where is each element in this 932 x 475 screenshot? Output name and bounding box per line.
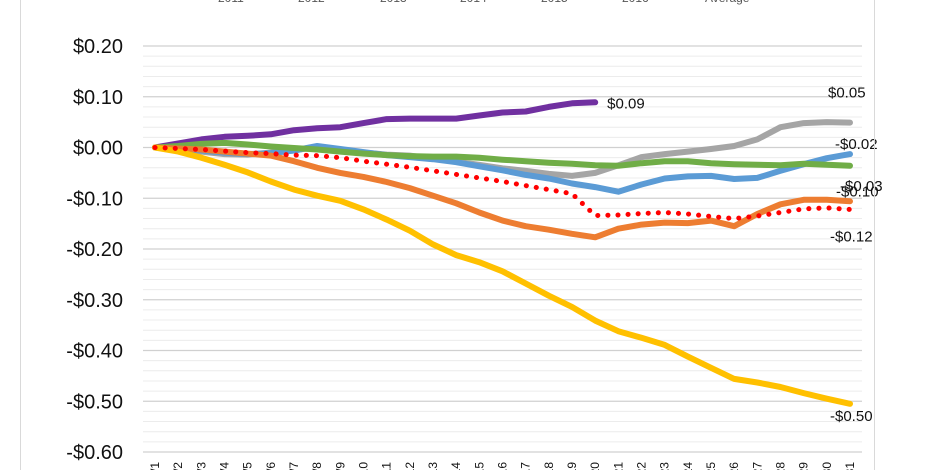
series-lines (152, 99, 853, 407)
x-tick-label: 1/12 (403, 462, 417, 470)
legend: 2011 2012 2013 2014 2015 2016 Average (218, 0, 750, 5)
x-tick-label: 1/9 (333, 462, 347, 470)
x-tick-label: 1/23 (658, 462, 672, 470)
right-border (874, 0, 875, 470)
x-tick-label: 1/19 (565, 462, 579, 470)
y-tick-label: -$0.50 (66, 391, 123, 413)
x-tick-label: 1/22 (635, 462, 649, 470)
y-tick-label: $0.00 (73, 138, 123, 160)
x-tick-label: 1/24 (681, 462, 695, 470)
x-tick-label: 1/18 (542, 462, 556, 470)
end-data-label: $0.05 (828, 85, 866, 102)
x-tick-label: 1/26 (727, 462, 741, 470)
x-tick-label: 1/14 (449, 462, 463, 470)
x-tick-label: 1/16 (496, 462, 510, 470)
legend-entry: 2012 (298, 0, 325, 5)
x-tick-label: 1/7 (287, 462, 301, 470)
x-tick-label: 1/10 (357, 462, 371, 470)
end-data-label: $0.09 (607, 95, 645, 112)
series-line-5 (152, 144, 853, 407)
x-tick-label: 1/11 (380, 462, 394, 470)
x-tick-label: 1/30 (820, 462, 834, 470)
gridlines (143, 45, 862, 453)
series-line-0 (152, 99, 599, 151)
legend-entry: 2013 (380, 0, 407, 5)
x-tick-label: 1/31 (843, 462, 857, 470)
legend-entry: 2016 (622, 0, 649, 5)
y-tick-label: $0.20 (73, 36, 123, 58)
end-data-label: -$0.02 (835, 136, 878, 153)
x-tick-label: 1/2 (171, 462, 185, 470)
y-axis-ticks: $0.20 $0.10 $0.00 -$0.10 -$0.20 -$0.30 -$0.40 -… (66, 36, 123, 464)
x-tick-label: 1/8 (310, 462, 324, 470)
x-tick-label: 1/28 (774, 462, 788, 470)
y-tick-label: -$0.40 (66, 341, 123, 363)
series-line-3 (152, 139, 853, 169)
x-axis-ticks: 1/1 1/2 1/3 1/4 1/5 1/6 1/7 1/8 1/9 1/10 1/11 1/12 1… (148, 462, 857, 475)
legend-entry: Average (705, 0, 750, 5)
legend-entry: 2015 (541, 0, 568, 5)
x-tick-label: 1/1 (148, 462, 162, 470)
y-tick-label: -$0.10 (66, 188, 123, 210)
x-tick-label: 1/4 (218, 462, 232, 470)
x-tick-label: 1/25 (704, 462, 718, 470)
y-tick-label: -$0.20 (66, 239, 123, 261)
x-tick-label: 1/5 (241, 462, 255, 470)
series-line-4 (152, 144, 853, 241)
x-tick-label: 1/6 (264, 462, 278, 470)
legend-entry: 2011 (218, 0, 244, 5)
end-data-label: -$0.12 (830, 228, 873, 245)
x-tick-label: 1/27 (750, 462, 764, 470)
legend-entry: 2014 (460, 0, 487, 5)
y-tick-label: -$0.60 (66, 442, 123, 464)
y-tick-label: $0.10 (73, 87, 123, 109)
x-tick-label: 1/20 (588, 462, 602, 470)
end-labels: $0.09 $0.05 -$0.02 -$0.03-$0.10 -$0.50 -$0.12 (607, 85, 882, 425)
end-data-label: -$0.03 (840, 178, 883, 195)
x-tick-label: 1/29 (797, 462, 811, 470)
x-tick-label: 1/21 (611, 462, 625, 470)
x-tick-label: 1/13 (426, 462, 440, 470)
x-tick-label: 1/15 (472, 462, 486, 470)
y-tick-label: -$0.30 (66, 290, 123, 312)
end-data-label: -$0.50 (830, 408, 873, 425)
x-tick-label: 1/17 (519, 462, 533, 470)
left-border (20, 0, 21, 470)
end-data-label: -$0.10 (836, 183, 879, 200)
x-tick-label: 1/3 (194, 462, 208, 470)
